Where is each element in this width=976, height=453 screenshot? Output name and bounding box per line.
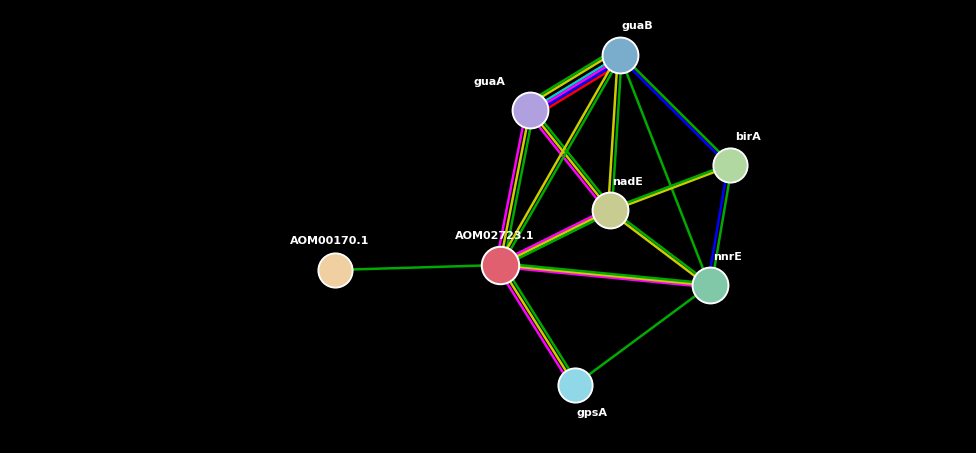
Point [567, 381, 583, 389]
Text: guaA: guaA [473, 77, 505, 87]
Point [522, 106, 538, 114]
Text: nadE: nadE [612, 177, 643, 187]
Point [492, 261, 508, 269]
Point [327, 266, 343, 274]
Point [327, 266, 343, 274]
Text: birA: birA [735, 132, 760, 142]
Point [602, 207, 618, 214]
Point [702, 282, 717, 289]
Text: AOM00170.1: AOM00170.1 [290, 236, 370, 246]
Text: nnrE: nnrE [712, 252, 742, 262]
Text: AOM02723.1: AOM02723.1 [455, 231, 535, 241]
Text: gpsA: gpsA [577, 408, 608, 418]
Point [492, 261, 508, 269]
Text: guaB: guaB [622, 21, 653, 31]
Point [612, 52, 628, 59]
Point [702, 282, 717, 289]
Point [722, 161, 738, 169]
Point [722, 161, 738, 169]
Point [602, 207, 618, 214]
Point [522, 106, 538, 114]
Point [612, 52, 628, 59]
Point [567, 381, 583, 389]
